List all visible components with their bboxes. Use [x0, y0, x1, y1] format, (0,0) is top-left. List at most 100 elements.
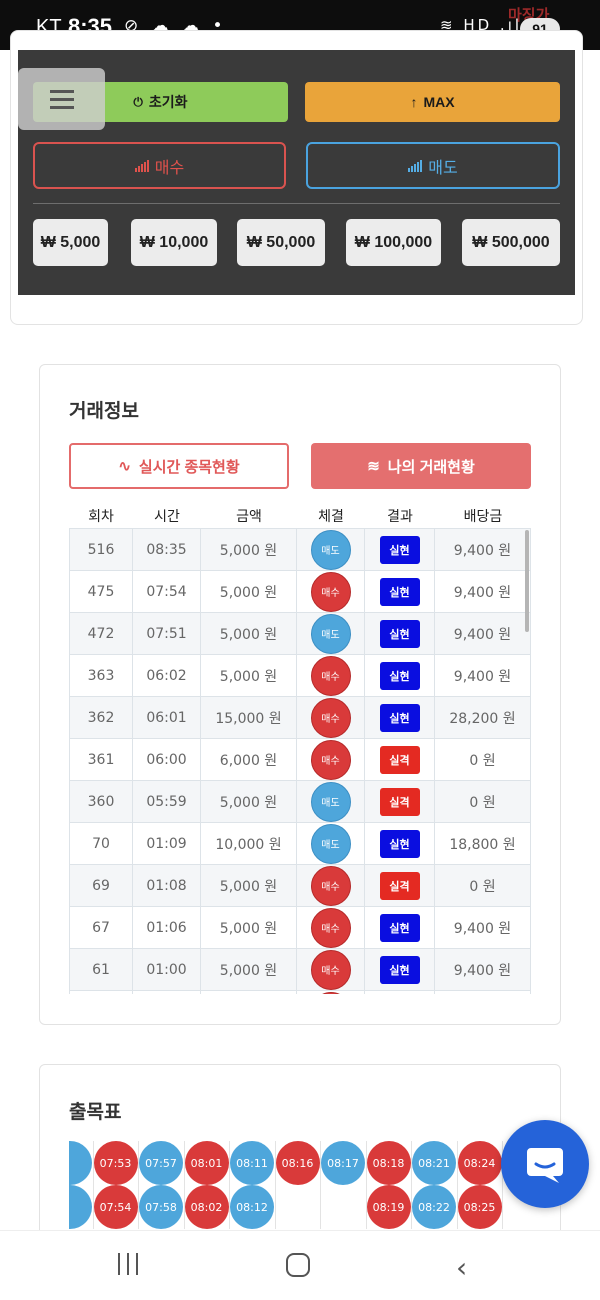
cell-time: 07:54 [133, 571, 201, 612]
cell-result [365, 991, 435, 994]
cell-payout: 9,400 원 [435, 529, 531, 570]
cell-result: 실현 [365, 529, 435, 570]
cell-round: 67 [69, 907, 133, 948]
cell-time: 07:51 [133, 613, 201, 654]
table-header: 회차 시간 금액 체결 결과 배당금 [69, 506, 531, 528]
table-row: 67 01:06 5,000 원 매수 실현 9,400 원 [69, 907, 531, 949]
cell-result: 실격 [365, 865, 435, 906]
cell-time [133, 991, 201, 994]
hamburger-icon[interactable] [18, 68, 105, 130]
header-round: 회차 [88, 509, 114, 525]
cell-payout: 9,400 원 [435, 613, 531, 654]
cell-amount: 5,000 원 [201, 907, 297, 948]
table-row [69, 991, 531, 994]
result-marker: 08:25 [457, 1185, 502, 1229]
tab-live-status[interactable]: ∿ 실시간 종목현황 [69, 443, 289, 489]
trade-table[interactable]: 516 08:35 5,000 원 매도 실현 9,400 원 475 07:54 5,000 … [69, 528, 531, 994]
cell-payout: 9,400 원 [435, 907, 531, 948]
amount-button-100000[interactable]: ₩ 100,000 [346, 219, 441, 266]
cell-result: 실현 [365, 571, 435, 612]
cell-result: 실현 [365, 949, 435, 990]
header-result: 결과 [387, 509, 413, 525]
cell-amount [201, 991, 297, 994]
cell-round: 360 [69, 781, 133, 822]
cell-side: 매수 [297, 907, 365, 948]
result-badge: 실현 [379, 955, 420, 984]
amount-button-10000[interactable]: ₩ 10,000 [131, 219, 217, 266]
max-label: MAX [423, 94, 455, 110]
buy-button[interactable]: 매수 [33, 142, 286, 189]
cell-payout: 28,200 원 [435, 697, 531, 738]
table-row: 361 06:00 6,000 원 매수 실격 0 원 [69, 739, 531, 781]
amount-button-50000[interactable]: ₩ 50,000 [237, 219, 325, 266]
system-nav-bar: ‹ [0, 1230, 600, 1300]
trade-info-title: 거래정보 [69, 400, 139, 422]
cell-amount: 10,000 원 [201, 823, 297, 864]
cell-amount: 5,000 원 [201, 571, 297, 612]
table-row: 362 06:01 15,000 원 매수 실현 28,200 원 [69, 697, 531, 739]
cell-time: 05:59 [133, 781, 201, 822]
cell-round: 472 [69, 613, 133, 654]
tab-live-label: 실시간 종목현황 [138, 458, 240, 476]
result-marker: 08:18 [366, 1141, 411, 1185]
side-badge: 매수 [310, 949, 351, 990]
cell-round: 361 [69, 739, 133, 780]
header-side: 체결 [318, 509, 344, 525]
table-row: 516 08:35 5,000 원 매도 실현 9,400 원 [69, 529, 531, 571]
side-badge: 매도 [310, 823, 351, 864]
sell-label: 매도 [428, 159, 458, 177]
cell-result: 실현 [365, 697, 435, 738]
grid-line [320, 1141, 321, 1229]
cell-result: 실현 [365, 907, 435, 948]
cell-side [297, 991, 365, 994]
cell-payout: 9,400 원 [435, 655, 531, 696]
cell-time: 06:00 [133, 739, 201, 780]
tab-my-trades[interactable]: ≋ 나의 거래현황 [311, 443, 531, 489]
grid-line [183, 1141, 185, 1229]
recent-apps-icon[interactable] [118, 1253, 138, 1275]
result-badge: 실현 [379, 535, 420, 564]
cell-round: 475 [69, 571, 133, 612]
cell-round: 61 [69, 949, 133, 990]
side-badge: 매도 [310, 781, 351, 822]
result-marker: 08:01 [184, 1141, 229, 1185]
cell-payout: 0 원 [435, 739, 531, 780]
grid-line [229, 1141, 230, 1229]
cell-side: 매수 [297, 739, 365, 780]
result-badge: 실현 [379, 703, 420, 732]
power-icon: ⏻ [133, 94, 143, 109]
cell-time: 01:00 [133, 949, 201, 990]
result-marker: 08:02 [184, 1185, 229, 1229]
cell-amount: 5,000 원 [201, 865, 297, 906]
cell-amount: 5,000 원 [201, 613, 297, 654]
result-marker: 08:22 [412, 1185, 456, 1229]
table-scrollbar[interactable] [525, 530, 529, 632]
buy-label: 매수 [154, 159, 185, 177]
back-icon[interactable]: ‹ [456, 1251, 468, 1284]
amount-button-5000[interactable]: ₩ 5,000 [33, 219, 108, 266]
cell-time: 01:08 [133, 865, 201, 906]
cell-round: 362 [69, 697, 133, 738]
cell-amount: 5,000 원 [201, 949, 297, 990]
result-badge: 실격 [379, 745, 420, 774]
home-icon[interactable] [286, 1253, 310, 1277]
result-marker: 08:19 [366, 1185, 411, 1229]
chat-button[interactable] [501, 1120, 589, 1208]
max-button[interactable]: ↑ MAX [305, 82, 560, 122]
sell-button[interactable]: 매도 [306, 142, 560, 189]
cell-result: 실격 [365, 781, 435, 822]
cell-amount: 15,000 원 [201, 697, 297, 738]
grid-line [138, 1141, 139, 1229]
cell-amount: 5,000 원 [201, 529, 297, 570]
cell-side: 매수 [297, 655, 365, 696]
result-board-grid[interactable]: 07:53 07:54 07:57 07:58 08:01 08:02 08:11 08:12… [69, 1141, 531, 1229]
tab-mine-label: 나의 거래현황 [387, 458, 475, 476]
result-badge: 실격 [379, 787, 420, 816]
reset-label: 초기화 [148, 94, 188, 110]
divider [33, 203, 560, 204]
header-amount: 금액 [236, 509, 262, 525]
grid-line [411, 1141, 412, 1229]
result-marker [69, 1185, 92, 1229]
result-badge: 실현 [379, 913, 420, 942]
amount-button-500000[interactable]: ₩ 500,000 [462, 219, 560, 266]
